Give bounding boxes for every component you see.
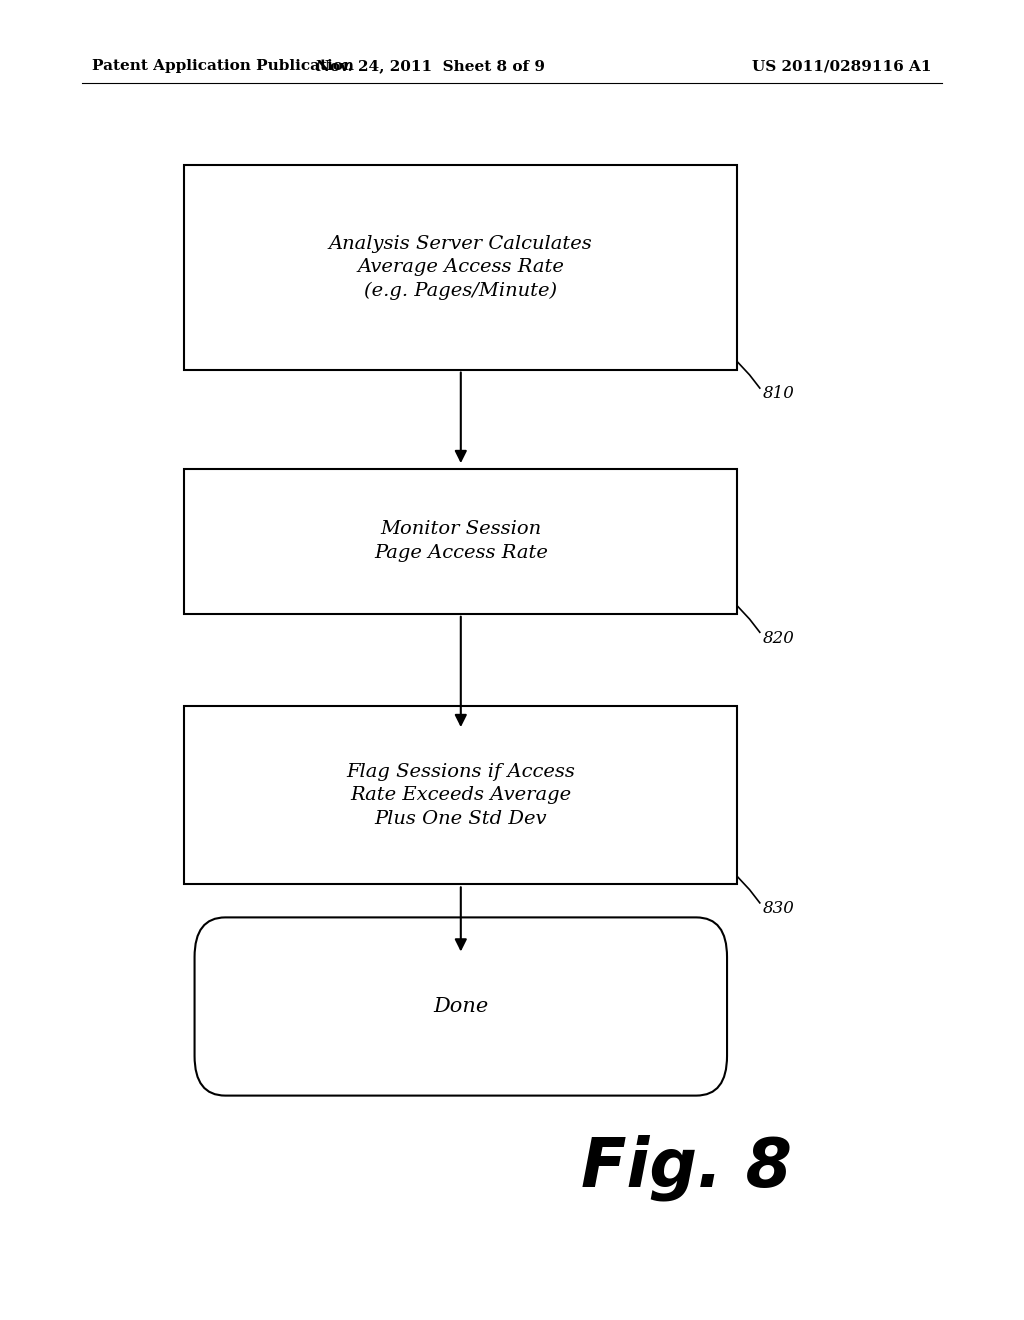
- Text: 830: 830: [763, 900, 795, 917]
- FancyBboxPatch shape: [184, 706, 737, 884]
- Text: US 2011/0289116 A1: US 2011/0289116 A1: [753, 59, 932, 74]
- FancyBboxPatch shape: [195, 917, 727, 1096]
- Text: Fig. 8: Fig. 8: [581, 1135, 792, 1201]
- Text: Nov. 24, 2011  Sheet 8 of 9: Nov. 24, 2011 Sheet 8 of 9: [315, 59, 545, 74]
- Text: Patent Application Publication: Patent Application Publication: [92, 59, 354, 74]
- Text: Done: Done: [433, 997, 488, 1016]
- Text: 810: 810: [763, 385, 795, 403]
- FancyBboxPatch shape: [184, 165, 737, 370]
- Text: Analysis Server Calculates
Average Access Rate
(e.g. Pages/Minute): Analysis Server Calculates Average Acces…: [329, 235, 593, 300]
- Text: Monitor Session
Page Access Rate: Monitor Session Page Access Rate: [374, 520, 548, 562]
- Text: 820: 820: [763, 630, 795, 647]
- Text: Flag Sessions if Access
Rate Exceeds Average
Plus One Std Dev: Flag Sessions if Access Rate Exceeds Ave…: [346, 763, 575, 828]
- FancyBboxPatch shape: [184, 469, 737, 614]
